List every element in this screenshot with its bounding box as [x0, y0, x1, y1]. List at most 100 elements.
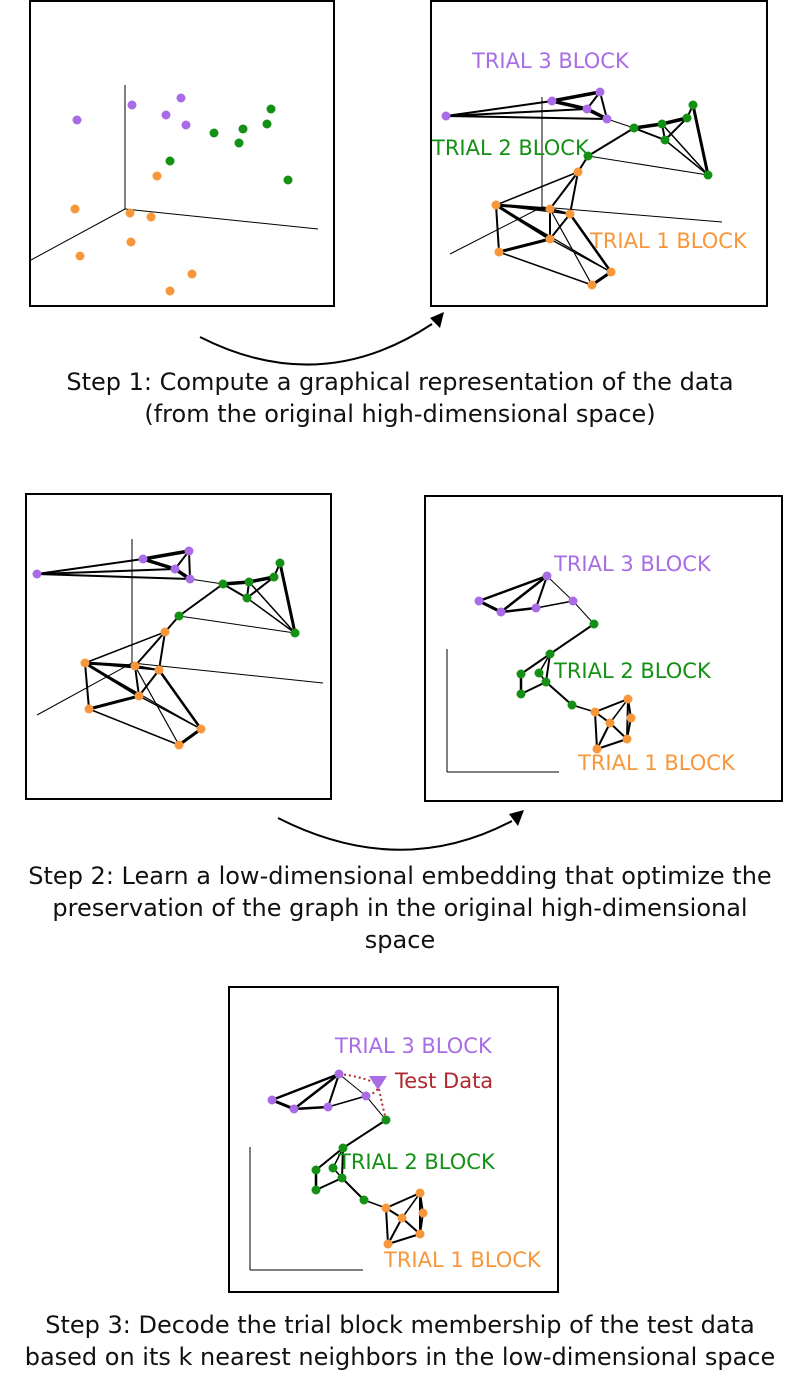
- graph-node: [532, 604, 541, 613]
- graph-node: [683, 114, 692, 123]
- raw-data-plot: [31, 2, 337, 309]
- data-point: [177, 94, 186, 103]
- trial1-points: [71, 172, 197, 296]
- data-point: [210, 129, 219, 138]
- step2-line3: space: [0, 924, 800, 956]
- graph-node: [590, 620, 599, 629]
- graph-node: [175, 612, 184, 621]
- graph-node: [324, 1103, 333, 1112]
- graph-node: [492, 201, 501, 210]
- graph-node: [81, 659, 90, 668]
- data-point: [71, 205, 80, 214]
- test-data-triangle-icon: [369, 1076, 387, 1090]
- graph-node: [312, 1166, 321, 1175]
- trial3-label: TRIAL 3 BLOCK: [553, 552, 712, 576]
- graph-node: [704, 171, 713, 180]
- step2-line2: preservation of the graph in the origina…: [0, 892, 800, 924]
- graph-node: [574, 168, 583, 177]
- graph-node: [568, 701, 577, 710]
- graph-node: [517, 690, 526, 699]
- graph-node: [546, 650, 555, 659]
- graph-node: [85, 705, 94, 714]
- graph-node: [33, 570, 42, 579]
- graph-node: [243, 594, 252, 603]
- graph-node: [630, 124, 639, 133]
- graph-node: [312, 1186, 321, 1195]
- graph-node: [591, 708, 600, 717]
- graph-node: [543, 572, 552, 581]
- data-point: [153, 172, 162, 181]
- graph-node: [542, 678, 551, 687]
- graph-node: [338, 1174, 347, 1183]
- data-point: [126, 209, 135, 218]
- panel-decode-test: TRIAL 3 BLOCK Test Data TRIAL 2 BLOCK TR…: [228, 986, 559, 1293]
- graph-node: [658, 120, 667, 129]
- graph-node: [497, 608, 506, 617]
- test-data-label: Test Data: [394, 1069, 493, 1093]
- graph-node: [245, 578, 254, 587]
- graph-node: [475, 597, 484, 606]
- graph-node: [185, 547, 194, 556]
- panel-raw-data: [29, 0, 335, 307]
- step3-line2: based on its k nearest neighbors in the …: [0, 1341, 800, 1373]
- graph-edges: [446, 92, 708, 285]
- step3-line1: Step 3: Decode the trial block membershi…: [0, 1309, 800, 1341]
- graph-node: [219, 580, 228, 589]
- data-point: [188, 270, 197, 279]
- step2-line1: Step 2: Learn a low-dimensional embeddin…: [0, 860, 800, 892]
- graph-edges: [37, 551, 295, 745]
- graph-highdim-copy-plot: [27, 495, 334, 802]
- data-point: [267, 105, 276, 114]
- graph-node: [548, 97, 557, 106]
- graph-node: [588, 281, 597, 290]
- trial2-points: [166, 105, 293, 185]
- graph-node: [139, 555, 148, 564]
- step2-caption: Step 2: Learn a low-dimensional embeddin…: [0, 860, 800, 956]
- panel-low-dim-embedding: TRIAL 3 BLOCK TRIAL 2 BLOCK TRIAL 1 BLOC…: [424, 495, 783, 802]
- graph-node: [535, 669, 544, 678]
- graph-node: [606, 719, 615, 728]
- graph-highdim-plot: TRIAL 3 BLOCK TRIAL 2 BLOCK TRIAL 1 BLOC…: [432, 2, 770, 309]
- graph-node: [546, 205, 555, 214]
- graph-node: [442, 112, 451, 121]
- graph-node: [135, 692, 144, 701]
- embedding-plot: TRIAL 3 BLOCK TRIAL 2 BLOCK TRIAL 1 BLOC…: [426, 497, 785, 804]
- graph-node: [607, 268, 616, 277]
- graph-node: [623, 735, 632, 744]
- trial3-points: [73, 94, 191, 130]
- panel-graph-highdim-copy: [25, 493, 332, 800]
- graph-node: [329, 1164, 338, 1173]
- data-point: [73, 116, 82, 125]
- graph-node: [291, 629, 300, 638]
- graph-node: [131, 662, 140, 671]
- graph-node: [517, 670, 526, 679]
- decode-plot: TRIAL 3 BLOCK Test Data TRIAL 2 BLOCK TR…: [230, 988, 561, 1295]
- trial2-label: TRIAL 2 BLOCK: [553, 659, 712, 683]
- graph-node: [627, 714, 636, 723]
- graph-node: [360, 1196, 369, 1205]
- trial2-label: TRIAL 2 BLOCK: [337, 1150, 496, 1174]
- graph-node: [569, 597, 578, 606]
- trial1-label: TRIAL 1 BLOCK: [383, 1248, 542, 1272]
- step1-line1: Step 1: Compute a graphical representati…: [0, 366, 800, 398]
- data-point: [127, 238, 136, 247]
- graph-node: [624, 695, 633, 704]
- graph-node: [689, 101, 698, 110]
- graph-node: [362, 1092, 371, 1101]
- graph-node: [416, 1189, 425, 1198]
- graph-node: [416, 1230, 425, 1239]
- graph-node: [495, 248, 504, 257]
- graph-node: [583, 105, 592, 114]
- graph-node: [290, 1105, 299, 1114]
- graph-node: [171, 565, 180, 574]
- graph-node: [603, 115, 612, 124]
- data-point: [147, 213, 156, 222]
- graph-node: [596, 88, 605, 97]
- data-point: [263, 120, 272, 129]
- step1-caption: Step 1: Compute a graphical representati…: [0, 366, 800, 430]
- graph-node: [335, 1070, 344, 1079]
- data-point: [284, 176, 293, 185]
- graph-node: [566, 210, 575, 219]
- graph-node: [186, 575, 195, 584]
- graph-node: [398, 1214, 407, 1223]
